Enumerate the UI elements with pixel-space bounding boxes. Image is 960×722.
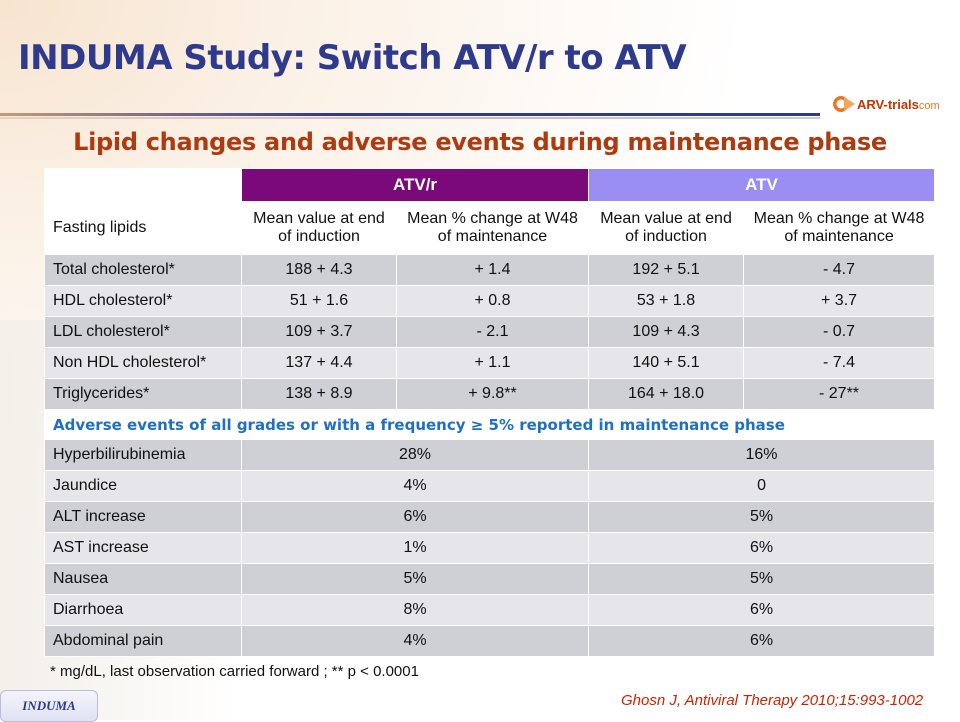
atv-mean-cell: 164 + 18.0 xyxy=(588,378,745,410)
atvr-ae-cell: 28% xyxy=(240,439,590,471)
row-label: LDL cholesterol* xyxy=(44,316,242,348)
row-label: ALT increase xyxy=(44,501,242,533)
atvr-mean-cell: 188 + 4.3 xyxy=(241,254,397,286)
header-empty-cell xyxy=(44,168,242,202)
table-row: Non HDL cholesterol* 137 + 4.4 + 1.1 140… xyxy=(44,347,936,379)
lipid-adverse-events-table: ATV/r ATV Fasting lipids Mean value at e… xyxy=(43,168,936,657)
atvr-change-cell: + 0.8 xyxy=(395,285,590,317)
row-label: Jaundice xyxy=(44,470,242,502)
row-label: Triglycerides* xyxy=(44,378,242,410)
arv-trials-logo: ARV-trialscom xyxy=(832,92,940,116)
atvr-change-header: Mean % change at W48 of maintenance xyxy=(395,201,590,255)
table-row: ALT increase 6% 5% xyxy=(44,501,936,533)
table-row: AST increase 1% 6% xyxy=(44,532,936,564)
table-row: Jaundice 4% 0 xyxy=(44,470,936,502)
row-label: HDL cholesterol* xyxy=(44,285,242,317)
table-row: Hyperbilirubinemia 28% 16% xyxy=(44,439,936,471)
atvr-ae-cell: 8% xyxy=(240,594,590,626)
atv-mean-cell: 109 + 4.3 xyxy=(588,316,745,348)
atv-ae-cell: 0 xyxy=(588,470,936,502)
atvr-change-cell: + 1.4 xyxy=(395,254,590,286)
citation: Ghosn J, Antiviral Therapy 2010;15:993-1… xyxy=(621,692,924,709)
table-row: HDL cholesterol* 51 + 1.6 + 0.8 53 + 1.8… xyxy=(44,285,936,317)
row-label: Hyperbilirubinemia xyxy=(44,439,242,471)
atvr-ae-cell: 6% xyxy=(240,501,590,533)
arv-logo-mark-icon xyxy=(832,93,856,115)
atvr-mean-cell: 138 + 8.9 xyxy=(241,378,397,410)
sub-header-row: Fasting lipids Mean value at end of indu… xyxy=(44,201,936,255)
atv-change-cell: - 0.7 xyxy=(743,316,936,348)
table-row: Total cholesterol* 188 + 4.3 + 1.4 192 +… xyxy=(44,254,936,286)
atv-change-cell: - 4.7 xyxy=(743,254,936,286)
atvr-change-cell: + 1.1 xyxy=(395,347,590,379)
row-label: Diarrhoea xyxy=(44,594,242,626)
table-row: Triglycerides* 138 + 8.9 + 9.8** 164 + 1… xyxy=(44,378,936,410)
atv-ae-cell: 6% xyxy=(588,625,936,657)
row-label: AST increase xyxy=(44,532,242,564)
atvr-ae-cell: 5% xyxy=(240,563,590,595)
atv-change-cell: + 3.7 xyxy=(743,285,936,317)
atvr-mean-cell: 51 + 1.6 xyxy=(241,285,397,317)
row-label: Non HDL cholesterol* xyxy=(44,347,242,379)
group-header-row: ATV/r ATV xyxy=(44,168,936,202)
induma-badge: INDUMA xyxy=(0,690,98,722)
atvr-ae-cell: 4% xyxy=(240,625,590,657)
atv-group-header: ATV xyxy=(588,168,936,202)
atv-ae-cell: 6% xyxy=(588,532,936,564)
atv-ae-cell: 16% xyxy=(588,439,936,471)
atv-mean-cell: 192 + 5.1 xyxy=(588,254,745,286)
atvr-change-cell: + 9.8** xyxy=(395,378,590,410)
atv-change-header: Mean % change at W48 of maintenance xyxy=(743,201,936,255)
atv-mean-header: Mean value at end of induction xyxy=(588,201,745,255)
table-row: Abdominal pain 4% 6% xyxy=(44,625,936,657)
table-row: LDL cholesterol* 109 + 3.7 - 2.1 109 + 4… xyxy=(44,316,936,348)
adverse-events-title-row: Adverse events of all grades or with a f… xyxy=(43,409,936,440)
atv-ae-cell: 5% xyxy=(588,501,936,533)
atv-change-cell: - 7.4 xyxy=(743,347,936,379)
footnote: * mg/dL, last observation carried forwar… xyxy=(50,663,419,680)
slide-subtitle: Lipid changes and adverse events during … xyxy=(73,128,887,156)
slide-title: INDUMA Study: Switch ATV/r to ATV xyxy=(18,38,687,78)
title-rule-secondary xyxy=(0,117,820,119)
atvr-mean-header: Mean value at end of induction xyxy=(241,201,397,255)
atvr-mean-cell: 137 + 4.4 xyxy=(241,347,397,379)
logo-suffix: com xyxy=(918,99,940,112)
atv-mean-cell: 53 + 1.8 xyxy=(588,285,745,317)
row-label: Abdominal pain xyxy=(44,625,242,657)
row-label: Total cholesterol* xyxy=(44,254,242,286)
logo-brand: ARV-trials xyxy=(857,96,919,112)
table-row: Diarrhoea 8% 6% xyxy=(44,594,936,626)
atv-ae-cell: 5% xyxy=(588,563,936,595)
atv-mean-cell: 140 + 5.1 xyxy=(588,347,745,379)
row-label: Nausea xyxy=(44,563,242,595)
atvr-ae-cell: 1% xyxy=(240,532,590,564)
atvr-group-header: ATV/r xyxy=(240,168,590,202)
adverse-events-title: Adverse events of all grades or with a f… xyxy=(43,409,936,440)
atv-ae-cell: 6% xyxy=(588,594,936,626)
atvr-change-cell: - 2.1 xyxy=(395,316,590,348)
atvr-ae-cell: 4% xyxy=(240,470,590,502)
title-rule xyxy=(0,113,820,116)
atv-change-cell: - 27** xyxy=(743,378,936,410)
fasting-lipids-header: Fasting lipids xyxy=(44,201,242,255)
atvr-mean-cell: 109 + 3.7 xyxy=(241,316,397,348)
table-row: Nausea 5% 5% xyxy=(44,563,936,595)
